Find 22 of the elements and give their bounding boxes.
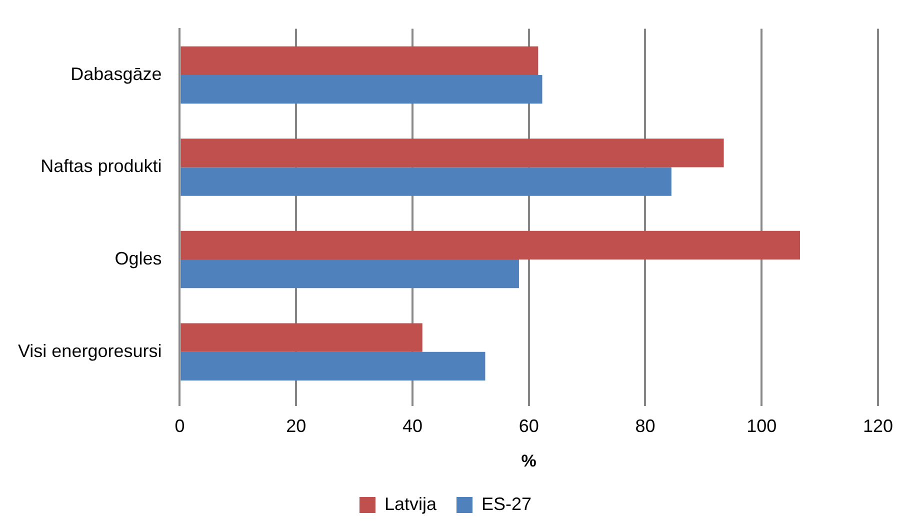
bar xyxy=(180,260,519,288)
x-tick-label: 100 xyxy=(746,416,777,436)
x-axis-title: % xyxy=(521,451,536,470)
y-tick-label: Visi energoresursi xyxy=(18,340,162,361)
x-tick-label: 40 xyxy=(402,416,422,436)
x-tick-label: 120 xyxy=(862,416,894,436)
bar xyxy=(180,323,422,352)
y-tick-label: Dabasgāze xyxy=(70,64,162,84)
bar xyxy=(180,167,672,196)
x-tick-label: 80 xyxy=(635,416,656,436)
x-tick-label: 60 xyxy=(518,416,539,436)
bar xyxy=(180,74,542,104)
x-tick-label: 20 xyxy=(286,416,306,436)
bar xyxy=(180,230,800,260)
bar xyxy=(180,138,724,168)
legend-label: ES-27 xyxy=(482,494,532,514)
legend-label: Latvija xyxy=(384,494,438,514)
bar xyxy=(180,46,538,75)
x-tick-label: 0 xyxy=(174,416,185,436)
bar xyxy=(180,352,486,380)
y-tick-label: Naftas produkti xyxy=(40,156,162,176)
y-tick-label: Ogles xyxy=(114,248,162,269)
